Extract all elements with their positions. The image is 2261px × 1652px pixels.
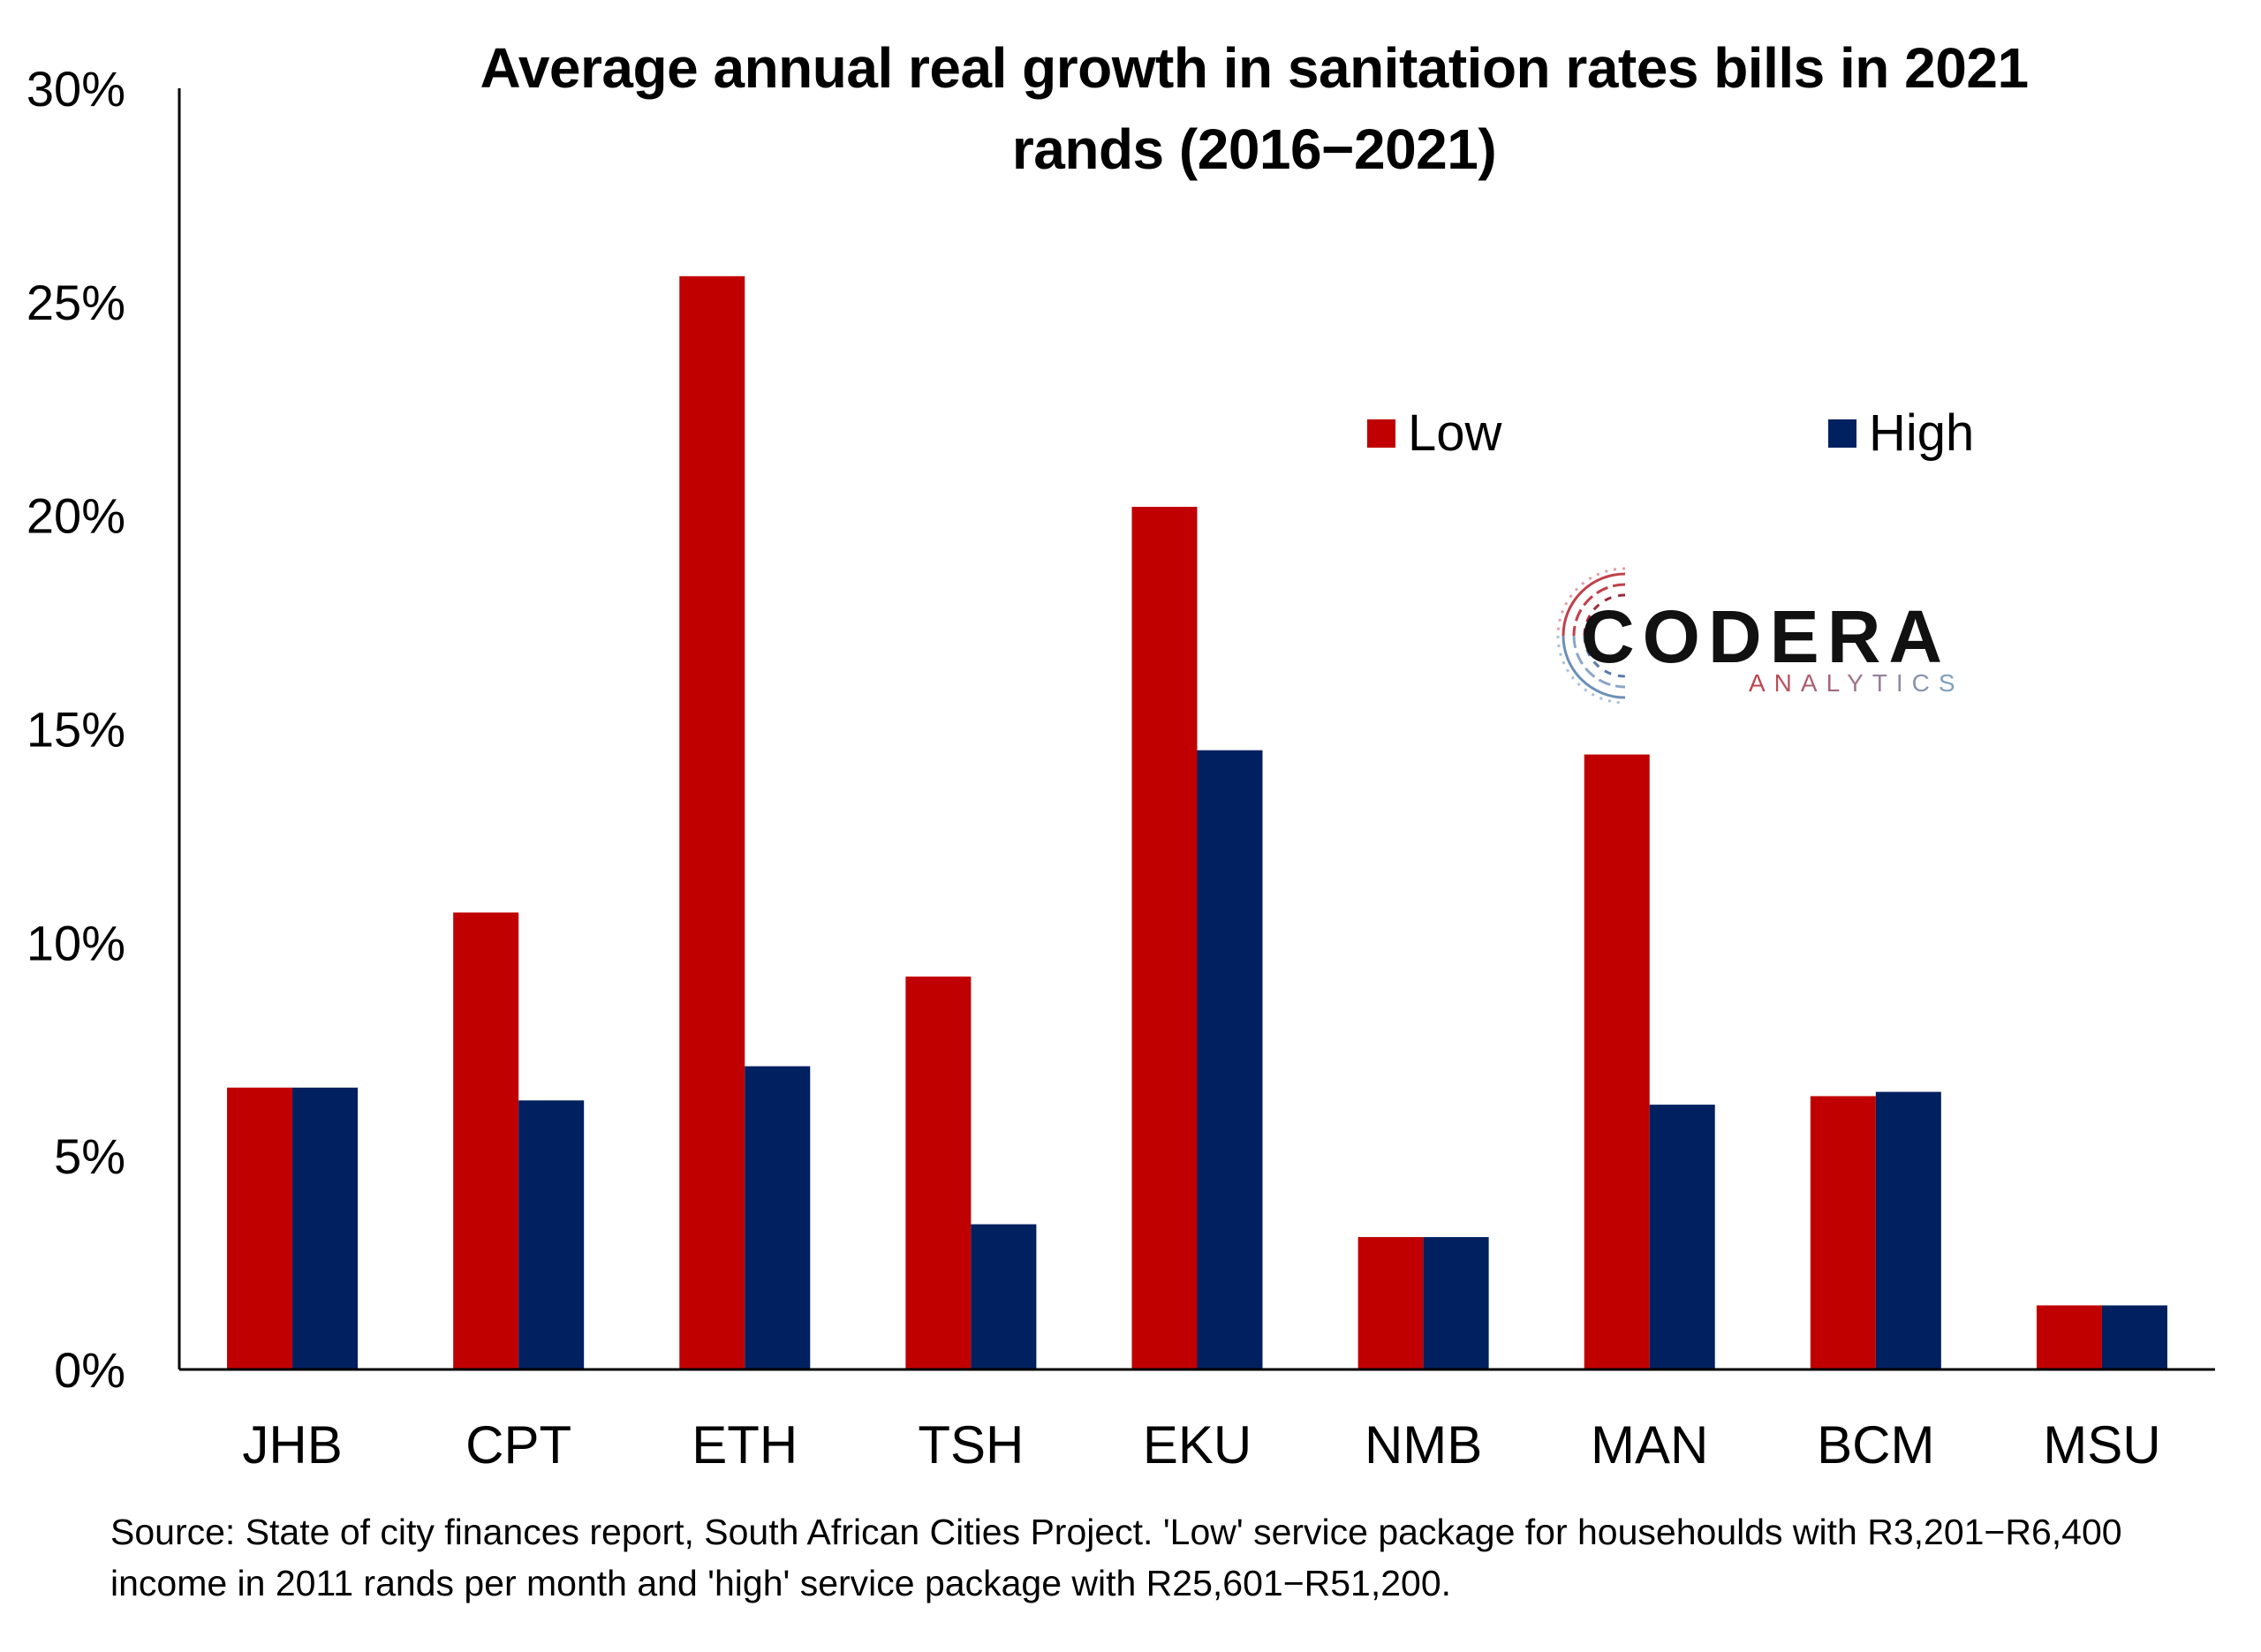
bar-high-tsh <box>971 1224 1037 1369</box>
legend-item-high: High <box>1828 404 1974 463</box>
legend-swatch-high <box>1828 419 1856 448</box>
bar-high-nmb <box>1423 1237 1489 1369</box>
bar-low-bcm <box>1810 1096 1876 1369</box>
y-tick-label: 5% <box>54 1128 125 1184</box>
x-tick-label: MSU <box>2043 1415 2160 1475</box>
legend-item-low: Low <box>1367 404 1501 463</box>
bar-low-msu <box>2036 1305 2102 1369</box>
x-tick-label: ETH <box>692 1415 798 1475</box>
bar-high-jhb <box>292 1087 359 1369</box>
bars-group <box>227 275 2167 1369</box>
logo-wordmark: CODERA <box>1581 595 1951 678</box>
x-tick-labels: JHB CPT ETH TSH EKU NMB MAN BCM MSU <box>242 1415 2160 1475</box>
y-tick-label: 30% <box>26 61 125 117</box>
x-tick-label: CPT <box>465 1415 571 1475</box>
y-tick-label: 15% <box>26 702 125 758</box>
logo-subtitle: ANALYTICS <box>1749 669 1964 697</box>
bar-high-bcm <box>1875 1091 1941 1369</box>
chart-title-line-1: Average annual real growth in sanitation… <box>480 36 2029 100</box>
bar-low-cpt <box>453 912 519 1369</box>
y-tick-label: 20% <box>26 488 125 544</box>
bar-low-eth <box>679 275 745 1369</box>
y-tick-label: 25% <box>26 275 125 330</box>
x-tick-label: MAN <box>1591 1415 1708 1475</box>
codera-logo-mark-icon <box>1556 567 1626 705</box>
axes-group <box>178 88 2215 1371</box>
bar-high-cpt <box>518 1100 585 1369</box>
bar-low-jhb <box>227 1087 293 1369</box>
y-tick-label: 10% <box>26 915 125 970</box>
source-note: Source: State of city finances report, S… <box>110 1512 2122 1603</box>
bar-low-eku <box>1131 506 1198 1369</box>
bar-high-eku <box>1197 750 1263 1369</box>
legend-label-low: Low <box>1408 404 1502 462</box>
x-tick-label: NMB <box>1365 1415 1482 1475</box>
y-tick-label: 0% <box>54 1342 125 1398</box>
legend-label-high: High <box>1869 404 1975 462</box>
bar-low-tsh <box>905 977 972 1369</box>
bar-high-eth <box>745 1066 811 1369</box>
bar-low-nmb <box>1357 1237 1424 1369</box>
chart-title-line-2: rands (2016−2021) <box>1011 117 1497 181</box>
bar-high-man <box>1649 1105 1715 1369</box>
x-tick-label: BCM <box>1817 1415 1934 1475</box>
bar-low-man <box>1584 754 1650 1369</box>
x-tick-label: EKU <box>1143 1415 1251 1475</box>
legend-swatch-low <box>1367 419 1395 448</box>
bar-high-msu <box>2101 1305 2167 1369</box>
x-tick-label: JHB <box>242 1415 342 1475</box>
x-tick-label: TSH <box>918 1415 1024 1475</box>
y-tick-labels: 0% 5% 10% 15% 20% 25% 30% <box>26 61 125 1398</box>
codera-logo: CODERA ANALYTICS <box>1544 565 1968 706</box>
